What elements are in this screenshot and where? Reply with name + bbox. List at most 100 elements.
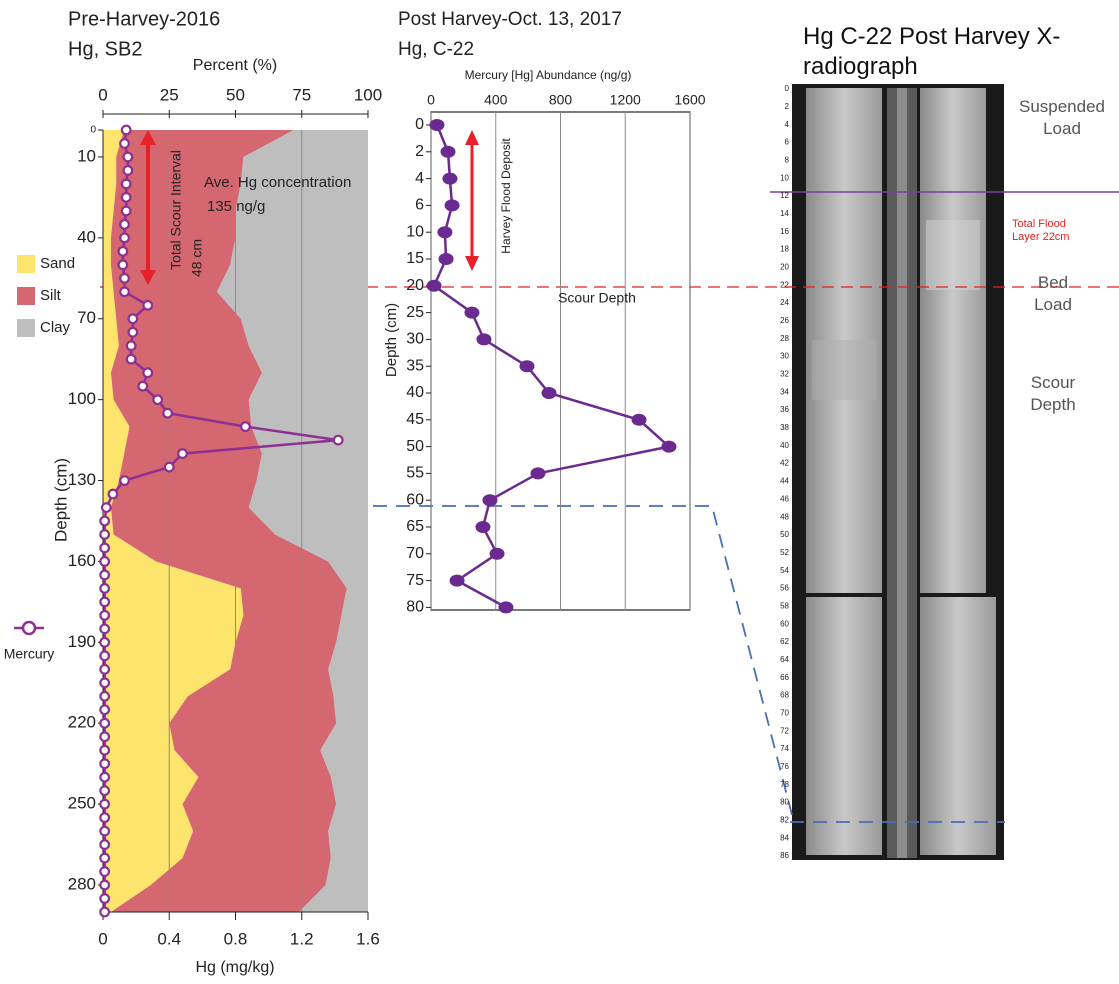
legend-label: Clay <box>40 319 71 336</box>
point <box>99 623 111 635</box>
x-tick-label: 190 <box>68 632 96 651</box>
point <box>125 340 137 352</box>
annotation: Total Scour Interval <box>168 150 184 270</box>
y-tick-label: 50 <box>226 85 245 104</box>
point <box>99 893 111 904</box>
legend-label: Mercury <box>4 646 55 662</box>
chart-subtitle: Hg, SB2 <box>68 38 142 60</box>
arrow-head <box>140 270 156 285</box>
point <box>119 272 130 284</box>
arrow-head <box>140 130 156 145</box>
point <box>99 906 111 918</box>
point <box>99 879 111 891</box>
scale-label: 56 <box>780 584 789 593</box>
scale-label: 86 <box>780 851 789 860</box>
legend-swatch <box>17 255 35 273</box>
point <box>444 199 460 212</box>
legend-swatch <box>17 319 35 337</box>
chart-2: Post Harvey-Oct. 13, 2017 Hg, C-22 Mercury… <box>383 9 706 616</box>
x-tick-label: 40 <box>77 227 96 246</box>
y-axis-title: Percent (%) <box>193 57 277 74</box>
point <box>152 394 164 406</box>
x-tick-label: 70 <box>406 545 424 562</box>
scale-label: 66 <box>780 673 789 682</box>
arrow-head <box>465 130 479 145</box>
point <box>661 440 677 453</box>
point <box>162 407 173 419</box>
y2-tick-label: 0.8 <box>224 929 248 948</box>
point <box>119 286 130 298</box>
x-tick-label: 0 <box>90 125 96 136</box>
scale-label: 54 <box>780 566 789 575</box>
point <box>440 145 456 158</box>
x-tick-label: 250 <box>68 794 96 813</box>
point <box>119 138 130 149</box>
x-tick-label: 0 <box>415 116 424 133</box>
scale-label: 44 <box>780 477 789 486</box>
x-axis-title: Depth (cm) <box>383 303 400 377</box>
x-tick-label: 4 <box>415 170 424 187</box>
scale-label: 46 <box>780 494 789 503</box>
annotation: Ave. Hg concentration <box>204 174 351 191</box>
point <box>127 313 139 325</box>
y-tick-label: 0 <box>98 85 107 104</box>
y2-tick-label: 1.6 <box>356 929 380 948</box>
legend-label: Silt <box>40 287 62 304</box>
scale-label: 6 <box>785 138 790 147</box>
point <box>100 502 112 513</box>
scale-label: 26 <box>780 316 789 325</box>
x-tick-label: 75 <box>406 572 424 589</box>
scale-label: 18 <box>780 245 789 254</box>
y-tick-label: 800 <box>549 92 573 108</box>
y-tick-label: 25 <box>160 85 179 104</box>
chart-subtitle: Hg, C-22 <box>398 39 474 60</box>
scale-label: 14 <box>780 209 789 218</box>
point <box>117 245 129 257</box>
scale-label: 34 <box>780 387 789 396</box>
y2-tick-label: 0.4 <box>157 929 181 948</box>
scale-label: 84 <box>780 833 789 842</box>
chart-title: Pre-Harvey-2016 <box>68 8 220 30</box>
zone-label: Total Flood Layer 22cm <box>1012 218 1070 243</box>
scale-label: 70 <box>780 709 789 718</box>
x-tick-label: 80 <box>406 599 424 616</box>
x-tick-label: 30 <box>406 331 424 348</box>
area <box>216 130 368 912</box>
point <box>426 279 442 292</box>
y-tick-label: 0 <box>427 92 435 108</box>
point <box>107 488 119 500</box>
x-tick-label: 25 <box>406 304 424 321</box>
point <box>530 467 546 480</box>
point <box>99 609 111 621</box>
point <box>99 583 111 594</box>
x-tick-label: 2 <box>415 143 424 160</box>
scale-label: 68 <box>780 691 789 700</box>
point <box>99 839 111 850</box>
x-tick-label: 65 <box>406 518 424 535</box>
point <box>99 771 111 783</box>
x-tick-label: 10 <box>77 146 96 165</box>
x-tick-label: 35 <box>406 357 424 374</box>
scale-label: 22 <box>780 280 789 289</box>
scale-label: 48 <box>780 512 789 521</box>
zone-label: Bed Load <box>1034 273 1072 314</box>
scale-label: 16 <box>780 227 789 236</box>
point <box>119 218 130 230</box>
scale-label: 36 <box>780 405 789 414</box>
scale-label: 78 <box>780 780 789 789</box>
x-tick-label: 20 <box>406 277 424 294</box>
scale-label: 24 <box>780 298 789 307</box>
scale-label: 72 <box>780 726 789 735</box>
scale-label: 38 <box>780 423 789 432</box>
x-tick-label: 55 <box>406 465 424 482</box>
x-tick-label: 100 <box>68 389 96 408</box>
scale-label: 80 <box>780 798 789 807</box>
scale-label: 64 <box>780 655 789 664</box>
x-tick-label: 15 <box>406 250 424 267</box>
scale-label: 42 <box>780 459 789 468</box>
legend-swatch <box>21 620 37 636</box>
scale-label: 58 <box>780 601 789 610</box>
scale-label: 20 <box>780 263 789 272</box>
point <box>125 353 137 365</box>
